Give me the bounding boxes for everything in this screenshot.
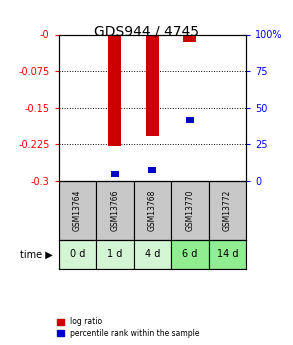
Bar bbox=[59, 181, 96, 240]
Text: GDS944 / 4745: GDS944 / 4745 bbox=[94, 24, 199, 38]
Bar bbox=[96, 181, 134, 240]
Text: GSM13768: GSM13768 bbox=[148, 190, 157, 231]
Bar bbox=[134, 240, 171, 269]
Text: time ▶: time ▶ bbox=[20, 249, 53, 259]
Text: 4 d: 4 d bbox=[145, 249, 160, 259]
Text: GSM13772: GSM13772 bbox=[223, 190, 232, 231]
Text: 14 d: 14 d bbox=[217, 249, 238, 259]
Bar bbox=[59, 240, 96, 269]
Text: GSM13770: GSM13770 bbox=[185, 190, 194, 231]
Bar bbox=[149, 167, 156, 173]
Text: GSM13766: GSM13766 bbox=[110, 190, 119, 231]
Bar bbox=[186, 117, 194, 123]
Bar bbox=[134, 181, 171, 240]
Bar bbox=[209, 181, 246, 240]
Text: GSM13764: GSM13764 bbox=[73, 190, 82, 231]
Text: 1 d: 1 d bbox=[107, 249, 122, 259]
Bar bbox=[183, 34, 196, 42]
Bar bbox=[171, 240, 209, 269]
Text: 6 d: 6 d bbox=[182, 249, 197, 259]
Bar bbox=[146, 34, 159, 136]
Text: 0 d: 0 d bbox=[70, 249, 85, 259]
Bar bbox=[96, 240, 134, 269]
Bar bbox=[209, 240, 246, 269]
Bar bbox=[171, 181, 209, 240]
Legend: log ratio, percentile rank within the sample: log ratio, percentile rank within the sa… bbox=[57, 317, 200, 338]
Bar bbox=[108, 34, 121, 146]
Bar bbox=[111, 171, 119, 177]
